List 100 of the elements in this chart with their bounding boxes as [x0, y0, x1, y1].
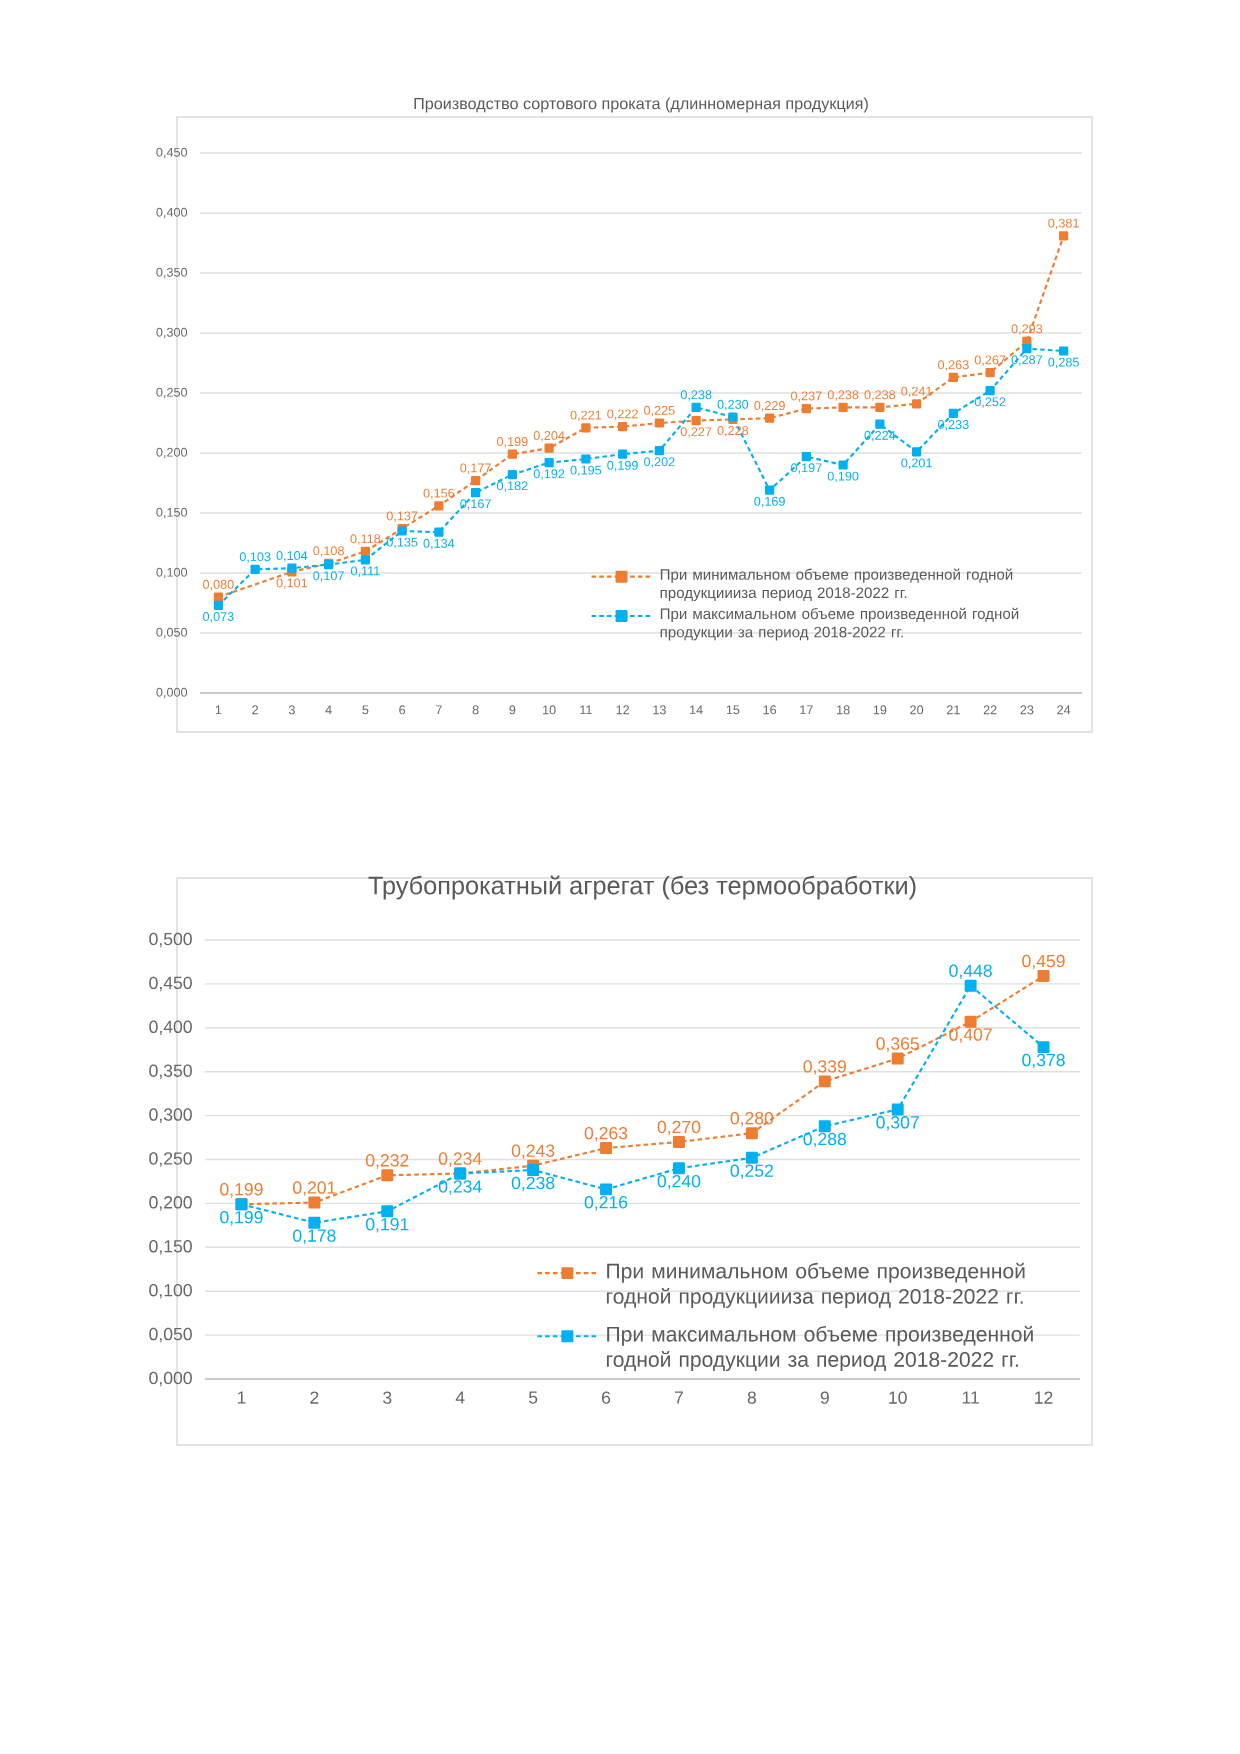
y-tick-label: 0,350 — [149, 1064, 192, 1079]
data-label: 0,182 — [497, 481, 528, 492]
data-label: 0,227 — [680, 427, 712, 438]
data-label: 0,232 — [365, 1154, 409, 1169]
data-label: 0,238 — [680, 390, 712, 401]
y-tick-label: 0,250 — [149, 1152, 192, 1167]
x-tick-label: 4 — [455, 1391, 465, 1404]
y-tick-label: 0,100 — [156, 567, 188, 579]
x-tick-label: 13 — [653, 705, 666, 715]
chart-title: Производство сортового проката (длинномерная продукция) — [414, 97, 868, 113]
data-label: 0,459 — [1022, 954, 1065, 970]
x-tick-label: 23 — [1020, 705, 1034, 715]
data-label: 0,101 — [276, 578, 308, 589]
data-label: 0,169 — [754, 496, 785, 508]
legend-label: При максимальном объеме произведенной годной продукции за период 2018-2022 гг. — [660, 607, 1019, 641]
data-label: 0,216 — [584, 1196, 628, 1211]
data-label: 0,118 — [350, 534, 381, 545]
x-tick-label: 19 — [873, 705, 887, 715]
data-label: 0,177 — [460, 463, 491, 474]
data-label: 0,195 — [570, 465, 602, 477]
data-label: 0,252 — [730, 1164, 773, 1179]
data-label: 0,137 — [386, 511, 418, 522]
data-label: 0,080 — [203, 579, 234, 591]
x-tick-label: 8 — [472, 705, 479, 715]
x-tick-label: 18 — [837, 705, 850, 715]
data-label: 0,192 — [533, 469, 565, 480]
data-label: 0,238 — [511, 1176, 555, 1192]
y-tick-label: 0,350 — [156, 267, 188, 279]
y-tick-label: 0,450 — [149, 976, 192, 992]
data-label: 0,222 — [607, 409, 638, 420]
data-label: 0,191 — [365, 1217, 409, 1233]
data-label: 0,229 — [754, 401, 785, 412]
y-tick-label: 0,000 — [149, 1371, 192, 1387]
data-label: 0,339 — [803, 1060, 846, 1075]
data-label: 0,204 — [533, 431, 565, 442]
data-label: 0,448 — [949, 964, 992, 980]
x-tick-label: 3 — [288, 705, 295, 715]
x-tick-label: 12 — [616, 705, 630, 715]
data-label: 0,378 — [1022, 1053, 1065, 1069]
x-tick-label: 17 — [800, 705, 813, 715]
y-tick-label: 0,450 — [156, 147, 188, 159]
data-label: 0,156 — [423, 488, 455, 500]
data-label: 0,199 — [607, 460, 638, 472]
x-tick-label: 1 — [215, 705, 222, 715]
x-tick-label: 12 — [1035, 1391, 1053, 1404]
data-label: 0,134 — [423, 538, 455, 550]
data-label: 0,288 — [803, 1132, 847, 1148]
x-tick-label: 9 — [509, 705, 516, 715]
x-tick-label: 9 — [820, 1391, 829, 1404]
x-tick-label: 7 — [436, 705, 442, 715]
data-label: 0,104 — [276, 551, 308, 562]
data-label: 0,381 — [1048, 218, 1079, 230]
data-label: 0,108 — [313, 546, 344, 557]
data-label: 0,224 — [864, 430, 896, 442]
data-label: 0,407 — [949, 1028, 992, 1043]
y-tick-label: 0,150 — [156, 507, 188, 519]
data-label: 0,365 — [876, 1037, 919, 1052]
data-label: 0,221 — [570, 410, 602, 422]
x-tick-label: 21 — [947, 705, 960, 715]
x-tick-label: 4 — [325, 705, 332, 715]
x-tick-label: 14 — [690, 705, 703, 715]
data-label: 0,243 — [511, 1144, 555, 1159]
x-tick-label: 15 — [726, 705, 740, 715]
data-label: 0,190 — [827, 471, 859, 483]
x-tick-label: 24 — [1057, 705, 1071, 715]
x-tick-label: 7 — [674, 1391, 683, 1404]
data-label: 0,263 — [938, 360, 969, 371]
y-tick-label: 0,150 — [149, 1240, 192, 1255]
data-label: 0,287 — [1011, 355, 1043, 366]
legend-label: При максимальном объеме произведенной годной продукции за период 2018-2022 гг. — [606, 1325, 1033, 1372]
x-tick-label: 10 — [889, 1391, 907, 1404]
data-label: 0,252 — [974, 397, 1006, 408]
data-label: 0,199 — [220, 1183, 263, 1198]
x-tick-label: 11 — [580, 705, 592, 715]
data-label: 0,201 — [901, 458, 932, 469]
y-tick-label: 0,050 — [149, 1327, 192, 1343]
data-label: 0,263 — [584, 1126, 628, 1142]
y-tick-label: 0,250 — [156, 387, 188, 399]
data-label: 0,199 — [497, 437, 528, 448]
x-tick-label: 5 — [362, 705, 369, 715]
y-tick-label: 0,100 — [149, 1283, 192, 1299]
y-tick-label: 0,400 — [149, 1020, 192, 1036]
x-tick-label: 5 — [528, 1391, 538, 1404]
x-tick-label: 8 — [747, 1391, 757, 1404]
chart-title: Трубопрокатный агрегат (без термообработки) — [368, 875, 916, 900]
data-label: 0,167 — [460, 499, 491, 510]
x-tick-label: 3 — [383, 1391, 392, 1404]
data-label: 0,201 — [293, 1181, 336, 1196]
data-label: 0,103 — [239, 552, 271, 563]
data-label: 0,178 — [293, 1229, 336, 1244]
x-tick-label: 2 — [252, 705, 258, 715]
y-tick-label: 0,050 — [156, 627, 188, 639]
data-label: 0,225 — [644, 405, 675, 417]
data-label: 0,135 — [386, 537, 418, 549]
data-label: 0,107 — [313, 571, 344, 582]
legend-label: При минимальном объеме произведенной годной продукциииза период 2018-2022 гг. — [606, 1262, 1025, 1308]
x-tick-label: 11 — [962, 1391, 979, 1404]
data-label: 0,234 — [438, 1152, 482, 1167]
data-label: 0,230 — [717, 399, 749, 411]
data-label: 0,238 — [864, 390, 896, 401]
